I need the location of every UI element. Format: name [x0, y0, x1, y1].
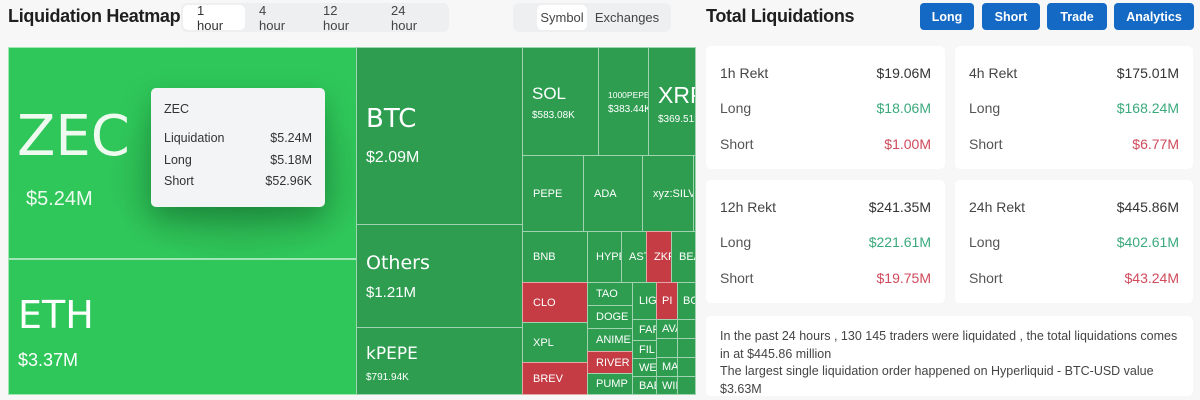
- summary-line-1: In the past 24 hours , 130 145 traders w…: [720, 329, 1178, 361]
- long-button[interactable]: Long: [920, 3, 974, 30]
- tab-12-hour[interactable]: 12 hour: [323, 2, 350, 33]
- treemap-cell-btc[interactable]: BTC $2.09M: [356, 47, 523, 225]
- treemap-cell-tiny[interactable]: [693, 155, 696, 232]
- treemap-cell-ava[interactable]: AVA: [656, 319, 678, 339]
- treemap-cell-fart[interactable]: FART: [632, 319, 657, 341]
- liquidation-treemap: ZEC $5.24M ETH $3.37M BTC $2.09M Others …: [8, 47, 696, 395]
- treemap-cell-ast[interactable]: AST: [621, 231, 647, 283]
- treemap-cell-sol[interactable]: SOL $583.08K: [522, 47, 599, 156]
- summary-line-2: The largest single liquidation order hap…: [720, 364, 1154, 396]
- treemap-cell-bnb[interactable]: BNB: [522, 231, 588, 283]
- timeframe-tabs: 1 hour 4 hour 12 hour 24 hour: [181, 2, 449, 33]
- treemap-cell-ada[interactable]: ADA: [583, 155, 643, 232]
- tooltip-symbol: ZEC: [164, 102, 189, 116]
- treemap-cell-tiny[interactable]: [677, 338, 696, 358]
- treemap-cell-1000pepe[interactable]: 1000PEPE $383.44K: [598, 47, 649, 156]
- treemap-cell-tao[interactable]: TAO: [587, 282, 633, 306]
- treemap-cell-lig[interactable]: LIG: [632, 282, 657, 320]
- treemap-cell-bea[interactable]: BEA: [671, 231, 696, 283]
- treemap-cell-pi[interactable]: PI: [656, 282, 678, 320]
- heatmap-title: Liquidation Heatmap: [8, 6, 181, 26]
- treemap-cell-river[interactable]: RIVER: [587, 351, 633, 374]
- treemap-cell-tiny[interactable]: [677, 357, 696, 377]
- treemap-cell-pepe[interactable]: PEPE: [522, 155, 584, 232]
- treemap-cell-xyz-silver[interactable]: xyz:SILVER: [642, 155, 694, 232]
- treemap-cell-xpl[interactable]: XPL: [522, 322, 588, 363]
- treemap-cell-anime[interactable]: ANIME: [587, 328, 633, 352]
- treemap-cell-mag[interactable]: MAG: [656, 357, 678, 377]
- treemap-cell-doge[interactable]: DOGE: [587, 305, 633, 329]
- tooltip-row-liquidation: Liquidation $5.24M: [164, 131, 312, 145]
- tab-symbol[interactable]: Symbol: [537, 5, 587, 30]
- total-liquidations-title: Total Liquidations: [706, 6, 855, 26]
- rekt-card-24h: 24h Rekt $445.86M Long $402.61M Short $43.2…: [955, 180, 1193, 303]
- rekt-card-1h: 1h Rekt $19.06M Long $18.06M Short $1.00M: [706, 46, 945, 169]
- treemap-cell-clo[interactable]: CLO: [522, 282, 588, 323]
- zec-tooltip: ZEC Liquidation $5.24M Long $5.18M Short…: [151, 88, 325, 207]
- treemap-cell-unlabeled[interactable]: [656, 338, 678, 358]
- treemap-cell-kpepe[interactable]: kPEPE $791.94K: [356, 327, 523, 395]
- tooltip-row-long: Long $5.18M: [164, 152, 312, 167]
- tab-exchanges[interactable]: Exchanges: [594, 10, 660, 25]
- treemap-cell-wet[interactable]: WET: [632, 358, 657, 377]
- trade-button[interactable]: Trade: [1047, 3, 1107, 30]
- tab-24-hour[interactable]: 24 hour: [391, 2, 418, 33]
- liquidation-summary: In the past 24 hours , 130 145 traders w…: [706, 316, 1193, 396]
- tab-4-hour[interactable]: 4 hour: [259, 2, 286, 33]
- treemap-cell-tiny[interactable]: [677, 319, 696, 339]
- treemap-cell-fil[interactable]: FIL: [632, 340, 657, 359]
- treemap-cell-zkp[interactable]: ZKP: [646, 231, 672, 283]
- treemap-cell-hype[interactable]: HYPE: [587, 231, 622, 283]
- treemap-cell-xrp[interactable]: XRP $369.51K: [648, 47, 696, 156]
- treemap-cell-eth[interactable]: ETH $3.37M: [8, 259, 358, 395]
- tooltip-row-short: Short $52.96K: [164, 174, 312, 188]
- treemap-cell-tiny[interactable]: [677, 376, 696, 395]
- treemap-cell-pump[interactable]: PUMP: [587, 373, 633, 395]
- treemap-cell-others[interactable]: Others $1.21M: [356, 224, 523, 328]
- analytics-button[interactable]: Analytics: [1114, 3, 1194, 30]
- short-button[interactable]: Short: [982, 3, 1040, 30]
- treemap-cell-bo[interactable]: BO: [677, 282, 696, 320]
- treemap-cell-wif[interactable]: WIF: [656, 376, 678, 395]
- rekt-card-12h: 12h Rekt $241.35M Long $221.61M Short $19.7…: [706, 180, 945, 303]
- tab-1-hour[interactable]: 1 hour: [183, 3, 245, 33]
- treemap-cell-brev[interactable]: BREV: [522, 362, 588, 395]
- treemap-cell-bab[interactable]: BAB: [632, 376, 657, 395]
- rekt-card-4h: 4h Rekt $175.01M Long $168.24M Short $6.77M: [955, 46, 1193, 169]
- view-tabs: Symbol Exchanges: [513, 3, 671, 32]
